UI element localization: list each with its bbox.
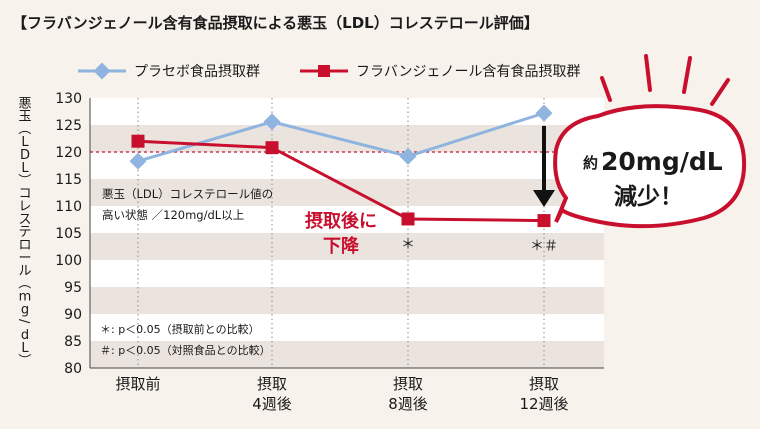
threshold-note-line-1: 悪玉（LDL）コレステロール値の — [102, 187, 273, 201]
legend-label-placebo: プラセボ食品摂取群 — [134, 63, 260, 80]
grid-band — [90, 233, 604, 260]
y-axis-label-char: ） — [16, 353, 31, 366]
chart-title: 【フラバンジェノール含有食品摂取による悪玉（LDL）コレステロール評価】 — [12, 14, 539, 32]
y-tick-label: 110 — [55, 199, 82, 215]
data-point-1 — [401, 212, 415, 226]
callout-bubble — [553, 104, 747, 229]
y-axis-label-char: ル — [18, 264, 31, 279]
y-axis-label: 悪玉（LDL）コレステロール（mg/dL） — [16, 97, 32, 367]
y-axis-label-char: コ — [18, 187, 31, 202]
grid-band — [90, 152, 604, 179]
y-tick-label: 105 — [55, 226, 82, 242]
data-point-1 — [265, 141, 279, 155]
footnote-2: ＃: p＜0.05（対照食品との比較） — [100, 343, 271, 357]
y-tick-label: 120 — [55, 145, 82, 161]
y-axis-label-char: ） — [16, 173, 31, 186]
significance-mark: ＊ — [401, 237, 415, 253]
grid-band — [90, 314, 604, 341]
y-axis-label-char: D — [20, 148, 30, 163]
y-axis-label-char: ー — [18, 251, 31, 266]
y-axis-label-char: L — [21, 161, 29, 176]
significance-mark: ＊＃ — [530, 239, 558, 255]
y-axis-label-char: ロ — [18, 238, 31, 253]
legend-label-flavangenol: フラバンジェノール含有食品摂取群 — [356, 63, 581, 80]
x-tick-label: 8週後 — [388, 395, 428, 413]
y-tick-label: 130 — [55, 91, 82, 107]
grid-band — [90, 287, 604, 314]
x-tick-label: 摂取 — [257, 375, 287, 393]
y-axis-label-char: d — [21, 328, 29, 343]
y-tick-label: 90 — [64, 307, 82, 323]
x-tick-label: 4週後 — [252, 395, 292, 413]
y-axis-label-char: L — [21, 341, 29, 356]
series-markers — [129, 104, 553, 228]
grid-band — [90, 341, 604, 368]
threshold-note-line-2: 高い状態 ／120mg/dL以上 — [102, 208, 244, 222]
x-tick-label: 12週後 — [519, 395, 568, 413]
data-point-0 — [129, 152, 147, 170]
y-axis-label-char: g — [21, 302, 29, 317]
y-tick-label: 115 — [55, 172, 82, 188]
y-tick-labels: 80 85 90 95 100 105 110 115 120 125 130 — [55, 91, 82, 377]
x-tick-label: 摂取 — [529, 375, 559, 393]
y-axis-label-char: レ — [18, 200, 31, 215]
x-tick-label: 摂取前 — [115, 375, 160, 393]
legend-marker-placebo — [93, 62, 111, 80]
callout-suffix: 減少！ — [614, 184, 683, 210]
y-axis-label-char: 悪 — [18, 97, 31, 112]
data-point-0 — [399, 147, 417, 165]
data-point-0 — [535, 104, 553, 122]
emphasis-burst-icon — [600, 54, 730, 106]
grid-band — [90, 179, 604, 206]
threshold-note: 悪玉（LDL）コレステロール値の 高い状態 ／120mg/dL以上 — [102, 187, 273, 222]
y-tick-label: 95 — [64, 280, 82, 296]
callout-value: 20mg/dL — [601, 147, 723, 176]
y-axis-label-char: （ — [16, 276, 31, 289]
grid-band — [90, 98, 604, 125]
y-tick-label: 125 — [55, 118, 82, 134]
grid-band — [90, 260, 604, 287]
series-lines — [137, 111, 545, 223]
grid-band — [90, 125, 604, 152]
data-point-0 — [263, 113, 281, 131]
decrease-annotation-line-2: 下降 — [323, 235, 360, 257]
series-line-0 — [137, 111, 545, 163]
footnote-1: ＊: p＜0.05（摂取前との比較） — [100, 322, 260, 336]
y-axis-label-char: 玉 — [18, 110, 31, 125]
grid-bands — [90, 98, 604, 368]
y-tick-label: 80 — [64, 361, 82, 377]
data-point-1 — [537, 214, 551, 228]
y-axis-label-char: m — [19, 290, 32, 305]
y-axis-label-char: / — [16, 319, 31, 324]
significance-marks: ＊ ＊＃ — [401, 237, 558, 255]
y-tick-label: 85 — [64, 334, 82, 350]
y-axis-label-char: （ — [16, 122, 31, 135]
y-axis-label-char: ス — [18, 212, 31, 227]
callout-prefix: 約 — [583, 154, 598, 172]
footnotes: ＊: p＜0.05（摂取前との比較） ＃: p＜0.05（対照食品との比較） — [100, 322, 271, 357]
y-axis-label-char: L — [21, 135, 29, 150]
data-point-1 — [131, 134, 145, 148]
series-line-1 — [137, 139, 545, 223]
decrease-annotation: 摂取後に 下降 — [305, 210, 377, 257]
down-arrow-icon — [533, 126, 555, 207]
legend-marker-flavangenol — [318, 65, 330, 77]
x-tick-label: 摂取 — [393, 375, 423, 393]
reduction-callout: 約 20mg/dL 減少！ — [553, 54, 747, 229]
decrease-annotation-line-1: 摂取後に — [305, 210, 377, 232]
legend: プラセボ食品摂取群 フラバンジェノール含有食品摂取群 — [78, 62, 581, 80]
y-tick-label: 100 — [55, 253, 82, 269]
y-axis-label-char: テ — [18, 225, 31, 240]
x-tick-labels: 摂取前 摂取 4週後 摂取 8週後 摂取 12週後 — [115, 375, 568, 413]
